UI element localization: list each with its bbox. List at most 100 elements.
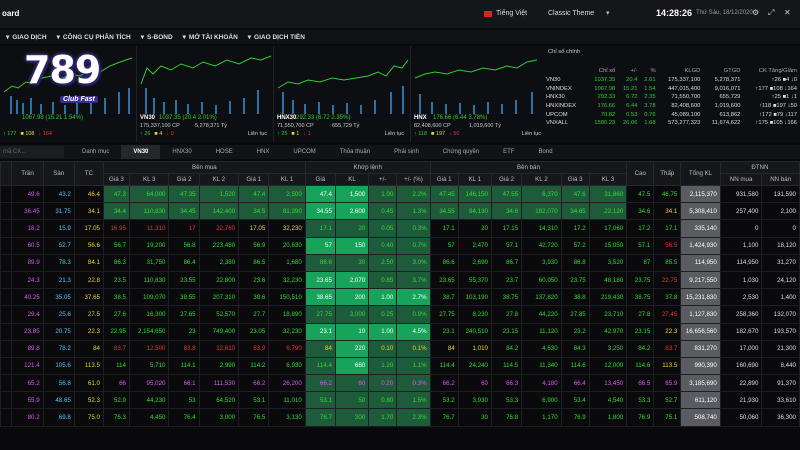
table-cell[interactable]: 42,720 [521, 236, 562, 255]
tab-hnx[interactable]: HNX [256, 149, 270, 155]
table-cell[interactable]: 30 [457, 408, 492, 427]
table-cell[interactable]: 66.3 [490, 374, 523, 393]
table-cell[interactable]: 76.7 [429, 408, 459, 427]
table-cell[interactable]: 47.6 [560, 184, 590, 204]
table-cell[interactable]: 749,400 [198, 322, 240, 341]
table-cell[interactable]: 1.00 [368, 288, 398, 307]
table-cell[interactable]: 76.3 [102, 408, 130, 427]
table-row[interactable]: 49.6 43.2 46.4 47.3 64,000 47.35 1,520 47.4 2,50… [0, 184, 800, 204]
table-row[interactable]: 65.2 56.8 61.0 66 95,020 66.1 111,530 66.2 26,20… [0, 374, 800, 393]
table-cell[interactable]: 2,070 [334, 270, 370, 290]
table-cell[interactable]: 2.50 [368, 253, 398, 272]
table-cell[interactable]: 0.80 [368, 391, 398, 410]
table-cell[interactable]: 2,690 [457, 253, 492, 272]
table-cell[interactable]: 57 [429, 236, 459, 255]
table-cell[interactable]: 23.5 [102, 270, 130, 290]
table-cell[interactable]: 3,930 [521, 253, 562, 272]
table-cell[interactable]: 4,540 [588, 391, 628, 410]
table-cell[interactable]: 76.4 [168, 408, 200, 427]
table-row[interactable]: 24.3 21.3 22.8 23.5 110,830 23.55 22,800 23.6 32… [0, 270, 800, 290]
table-cell[interactable]: 53.3 [490, 391, 523, 410]
menu-item-open-account[interactable]: ▾ MỞ TÀI KHOẢN [183, 33, 238, 42]
chevron-down-icon[interactable]: ▾ [606, 10, 610, 17]
table-row[interactable]: 18.2 15.9 17.05 16.95 11,310 17 22,760 17.05 32,… [0, 219, 800, 238]
table-cell[interactable]: 0.3% [396, 374, 431, 393]
table-cell[interactable]: 114.4 [429, 356, 459, 376]
table-cell[interactable]: 4,630 [521, 339, 562, 358]
tab-etf[interactable]: ETF [503, 149, 515, 155]
col-header[interactable]: Giá 2 [490, 173, 523, 186]
table-cell[interactable]: 17.1 [429, 219, 459, 238]
table-cell[interactable]: 27.75 [304, 305, 336, 324]
table-cell[interactable]: 1.3% [396, 202, 431, 221]
col-header[interactable]: KL 1 [457, 173, 492, 186]
table-cell[interactable]: 19,200 [128, 236, 170, 255]
table-cell[interactable]: 53.1 [304, 391, 336, 410]
table-cell[interactable]: 23.55 [168, 270, 200, 290]
table-cell[interactable]: 34.55 [429, 202, 459, 221]
table-cell[interactable]: 2,154,650 [128, 322, 170, 341]
table-cell[interactable]: 83.9 [238, 339, 270, 358]
table-cell[interactable]: 34.55 [304, 202, 336, 221]
table-cell[interactable]: 137,820 [521, 288, 562, 307]
table-cell[interactable]: 95,020 [128, 374, 170, 393]
table-row[interactable]: 121.4 105.6 113.5 114 5,710 114.1 2,990 114.2 6,… [0, 356, 800, 376]
table-cell[interactable]: 26,200 [268, 374, 306, 393]
table-cell[interactable]: 27.85 [560, 305, 590, 324]
table-cell[interactable]: 114.5 [490, 356, 523, 376]
table-cell[interactable]: 109,070 [128, 288, 170, 307]
col-header[interactable]: KL 2 [521, 173, 562, 186]
table-cell[interactable]: 34.65 [560, 202, 590, 221]
table-cell[interactable]: 2.7% [396, 288, 431, 307]
expand-icon[interactable]: ⤢ [768, 8, 775, 17]
table-cell[interactable]: 94,130 [457, 202, 492, 221]
table-cell[interactable]: 200 [334, 288, 370, 307]
table-cell[interactable]: 38.6 [238, 288, 270, 307]
table-cell[interactable]: 23.75 [560, 270, 590, 290]
table-cell[interactable]: 48,180 [588, 270, 628, 290]
table-cell[interactable]: 14,310 [521, 219, 562, 238]
table-cell[interactable]: 23.7 [490, 270, 523, 290]
table-cell[interactable]: 1,500 [334, 184, 370, 204]
table-cell[interactable]: 32,230 [268, 270, 306, 290]
table-cell[interactable]: 207,310 [198, 288, 240, 307]
table-row[interactable]: 40.25 35.05 37.65 38.5 109,070 38.55 207,310 38… [0, 288, 800, 307]
table-cell[interactable]: 84.3 [560, 339, 590, 358]
table-cell[interactable]: 31,860 [588, 184, 628, 204]
table-cell[interactable]: 4,450 [128, 408, 170, 427]
table-cell[interactable]: 60,050 [521, 270, 562, 290]
table-cell[interactable]: 3,520 [588, 253, 628, 272]
col-header[interactable]: KL 2 [198, 173, 240, 186]
index-row[interactable]: HNXINDEX 176.66 6.44 3.78 82,408,600 1,019,60… [546, 102, 800, 111]
col-header[interactable]: KL 3 [128, 173, 170, 186]
table-cell[interactable]: 2,600 [334, 202, 370, 221]
table-cell[interactable]: 2,470 [457, 236, 492, 255]
table-cell[interactable]: 6,930 [268, 356, 306, 376]
table-cell[interactable]: 20 [457, 219, 492, 238]
table-cell[interactable]: 66 [102, 374, 130, 393]
table-cell[interactable]: 27.75 [429, 305, 459, 324]
theme-selector[interactable]: Classic Theme [548, 10, 595, 17]
table-cell[interactable]: 6,370 [521, 184, 562, 204]
table-cell[interactable]: 0.20 [368, 374, 398, 393]
table-cell[interactable]: 23,710 [588, 305, 628, 324]
table-cell[interactable]: 11,120 [521, 322, 562, 341]
table-cell[interactable]: 47.45 [429, 184, 459, 204]
table-cell[interactable]: 4,180 [521, 374, 562, 393]
index-row[interactable]: VNINDEX 1067.98 15.21 1.54 447,015,400 9,016,… [546, 85, 800, 94]
table-cell[interactable]: 64,000 [128, 184, 170, 204]
table-cell[interactable]: 86.8 [560, 253, 590, 272]
table-cell[interactable]: 24,240 [457, 356, 492, 376]
table-cell[interactable]: 81,390 [268, 202, 306, 221]
table-cell[interactable]: 34.6 [490, 202, 523, 221]
table-cell[interactable]: 38.65 [304, 288, 336, 307]
table-cell[interactable]: 18,890 [268, 305, 306, 324]
index-row[interactable]: VNXALL 1580.23 26.06 1.68 573,277,323 11,674,… [546, 119, 800, 128]
table-cell[interactable]: 76.9 [560, 408, 590, 427]
tab-vn30[interactable]: VN30 [121, 145, 161, 159]
table-cell[interactable]: 0.3% [396, 219, 431, 238]
table-cell[interactable]: 23.6 [238, 270, 270, 290]
table-cell[interactable]: 12,500 [128, 339, 170, 358]
table-cell[interactable]: 23.2 [560, 322, 590, 341]
table-cell[interactable]: 52,570 [198, 305, 240, 324]
